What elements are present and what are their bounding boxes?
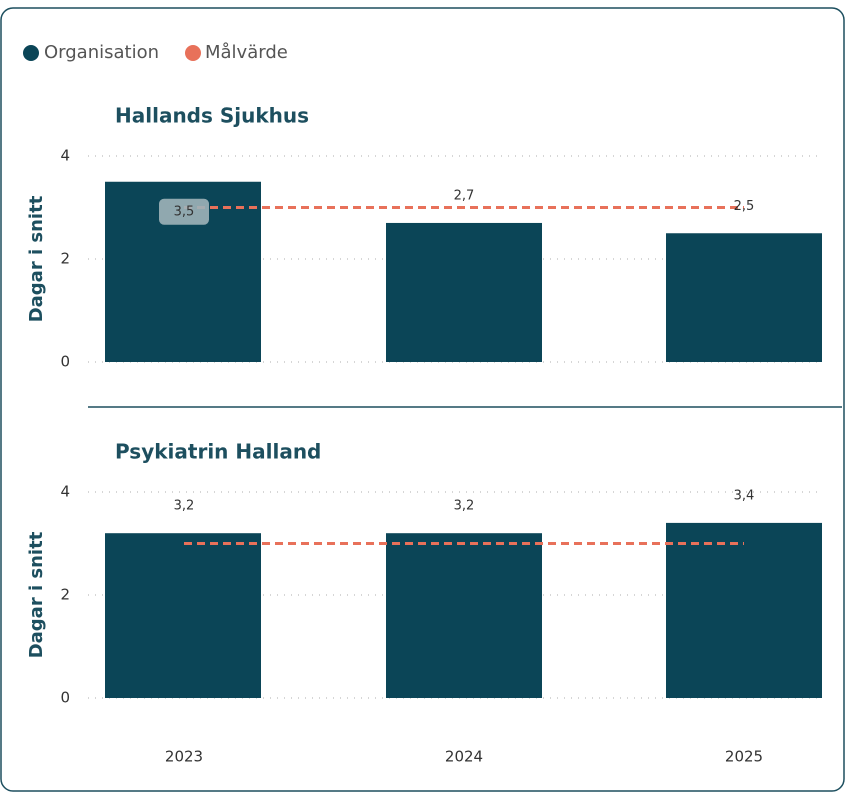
data-label: 2,7 (454, 188, 475, 203)
legend-label: Organisation (44, 42, 159, 63)
data-label: 3,2 (174, 499, 195, 514)
data-label: 3,4 (734, 488, 755, 503)
legend-marker (185, 45, 201, 61)
legend-label: Målvärde (205, 42, 288, 63)
x-tick-label: 2023 (165, 748, 203, 766)
y-axis-label: Dagar i snitt (26, 195, 47, 322)
bar (666, 233, 822, 362)
y-tick-label: 2 (60, 586, 70, 604)
y-axis-label: Dagar i snitt (26, 531, 47, 658)
y-tick-label: 0 (60, 689, 70, 707)
data-label-box (159, 198, 209, 225)
x-tick-label: 2024 (445, 748, 483, 766)
bar (666, 522, 822, 698)
bar (386, 533, 542, 698)
data-label: 3,5 (174, 204, 195, 219)
y-tick-label: 4 (60, 483, 70, 501)
panel-title: Hallands Sjukhus (115, 104, 309, 128)
bar (105, 533, 261, 698)
x-tick-label: 2025 (725, 748, 763, 766)
legend-marker (23, 45, 39, 61)
y-tick-label: 0 (60, 353, 70, 371)
y-tick-label: 2 (60, 250, 70, 268)
data-label: 3,2 (454, 499, 475, 514)
bar (386, 222, 542, 362)
panel-title: Psykiatrin Halland (115, 440, 321, 464)
y-tick-label: 4 (60, 147, 70, 165)
data-label: 2,5 (734, 199, 755, 214)
